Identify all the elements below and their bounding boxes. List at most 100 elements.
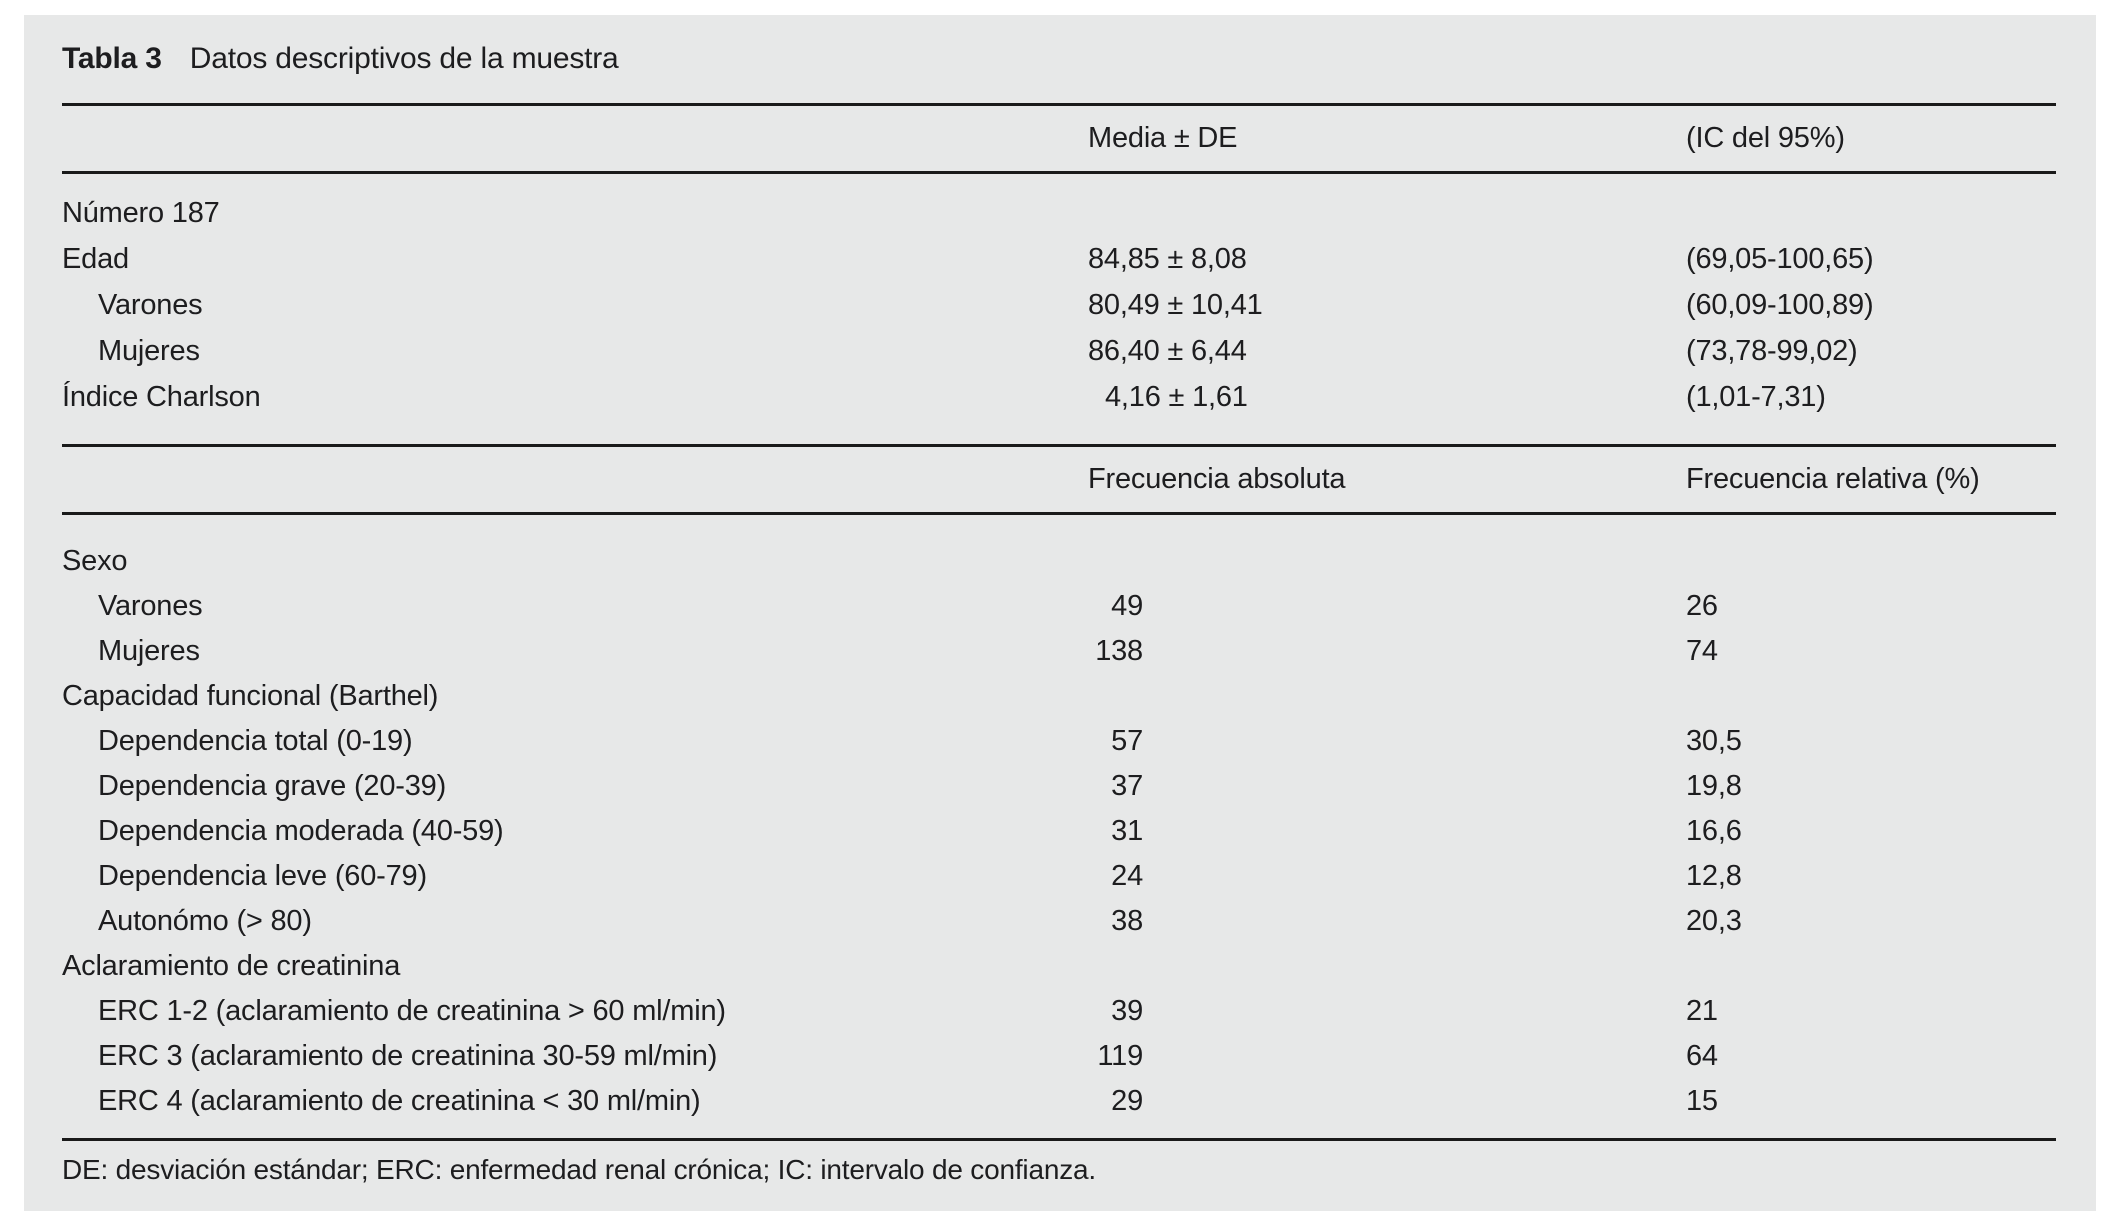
table-row: Varones 80,49 ± 10,41 (60,09-100,89) [62, 282, 2056, 328]
header-spacer [62, 106, 1088, 171]
row-label: Dependencia total (0-19) [98, 725, 413, 757]
row-label: ERC 1-2 (aclaramiento de creatinina > 60… [98, 995, 726, 1027]
row-value-absolute [1088, 539, 1686, 584]
section2-header-row: Frecuencia absoluta Frecuencia relativa … [62, 447, 2056, 512]
row-label: Sexo [62, 545, 128, 577]
row-value-absolute: 57 [1088, 719, 1686, 764]
row-value-relative: 19,8 [1686, 770, 1742, 802]
table-row: Número 187 [62, 190, 2056, 236]
table-row: Edad 84,85 ± 8,08 (69,05-100,65) [62, 236, 2056, 282]
absolute-frequency-value: 119 [1097, 1040, 1143, 1072]
row-value-absolute: 29 [1088, 1079, 1686, 1124]
absolute-frequency-value: 31 [1111, 815, 1143, 847]
row-label: Capacidad funcional (Barthel) [62, 680, 439, 712]
row-value-mean: 86,40 ± 6,44 [1088, 335, 1247, 367]
row-label: Dependencia grave (20-39) [98, 770, 447, 802]
absolute-frequency-value: 37 [1111, 770, 1143, 802]
absolute-frequency-value: 39 [1111, 995, 1143, 1027]
table-row: Capacidad funcional (Barthel) [62, 674, 2056, 719]
table-footnote: DE: desviación estándar; ERC: enfermedad… [62, 1154, 1096, 1185]
header-frecuencia-relativa: Frecuencia relativa (%) [1686, 463, 1980, 495]
row-value-relative [1686, 674, 2056, 719]
row-value-relative: 64 [1686, 1040, 1718, 1072]
row-label: Varones [98, 590, 203, 622]
row-value-absolute [1088, 674, 1686, 719]
horizontal-rule [62, 171, 2056, 174]
row-value-absolute: 31 [1088, 809, 1686, 854]
horizontal-rule [62, 1138, 2056, 1141]
absolute-frequency-value: 38 [1111, 905, 1143, 937]
row-value-absolute: 24 [1088, 854, 1686, 899]
row-value-relative: 30,5 [1686, 725, 1742, 757]
horizontal-rule [62, 512, 2056, 515]
table-row: ERC 1-2 (aclaramiento de creatinina > 60… [62, 989, 2056, 1034]
absolute-frequency-value: 29 [1111, 1085, 1143, 1117]
row-label: ERC 3 (aclaramiento de creatinina 30-59 … [98, 1040, 718, 1072]
row-value-ci [1686, 190, 2056, 236]
row-value-relative: 16,6 [1686, 815, 1742, 847]
table-row: Dependencia total (0-19) 57 30,5 [62, 719, 2056, 764]
row-value-absolute: 49 [1088, 584, 1686, 629]
row-label: ERC 4 (aclaramiento de creatinina < 30 m… [98, 1085, 701, 1117]
table-row: Autonómo (> 80) 38 20,3 [62, 899, 2056, 944]
row-value-relative [1686, 944, 2056, 989]
table-row: Dependencia grave (20-39) 37 19,8 [62, 764, 2056, 809]
header-ic-95: (IC del 95%) [1686, 122, 1845, 154]
row-value-mean [1088, 190, 1686, 236]
horizontal-rule [62, 103, 2056, 106]
row-value-ci: (69,05-100,65) [1686, 243, 1874, 275]
table-row: Mujeres 138 74 [62, 629, 2056, 674]
row-value-relative: 15 [1686, 1085, 1718, 1117]
table-row: ERC 3 (aclaramiento de creatinina 30-59 … [62, 1034, 2056, 1079]
row-value-absolute: 38 [1088, 899, 1686, 944]
row-value-relative: 74 [1686, 635, 1718, 667]
header-frecuencia-absoluta: Frecuencia absoluta [1088, 463, 1346, 495]
row-value-absolute: 39 [1088, 989, 1686, 1034]
table-row: Dependencia moderada (40-59) 31 16,6 [62, 809, 2056, 854]
table-title: Tabla 3 Datos descriptivos de la muestra [62, 15, 2056, 103]
table-row: Sexo [62, 539, 2056, 584]
row-label: Edad [62, 243, 129, 275]
row-value-mean: 80,49 ± 10,41 [1088, 289, 1263, 321]
table-row: Aclaramiento de creatinina [62, 944, 2056, 989]
row-value-absolute: 119 [1088, 1034, 1686, 1079]
row-label: Índice Charlson [62, 381, 261, 413]
row-value-absolute [1088, 944, 1686, 989]
table-number: Tabla 3 [62, 42, 162, 75]
section1-table: Número 187 Edad 84,85 ± 8,08 (69,05-100,65)… [62, 174, 2056, 444]
section1-header-row: Media ± DE (IC del 95%) [62, 106, 2056, 171]
row-value-mean: 4,16 ± 1,61 [1105, 381, 1248, 413]
row-label: Mujeres [98, 635, 200, 667]
absolute-frequency-value: 24 [1111, 860, 1143, 892]
row-value-ci: (1,01-7,31) [1686, 381, 1826, 413]
row-value-relative: 12,8 [1686, 860, 1742, 892]
table-caption: Datos descriptivos de la muestra [189, 42, 619, 75]
row-label: Mujeres [98, 335, 200, 367]
row-value-relative: 20,3 [1686, 905, 1742, 937]
row-value-ci: (73,78-99,02) [1686, 335, 1858, 367]
table-inner: Tabla 3 Datos descriptivos de la muestra … [62, 15, 2056, 1186]
row-label: Dependencia leve (60-79) [98, 860, 427, 892]
table-row: Mujeres 86,40 ± 6,44 (73,78-99,02) [62, 328, 2056, 374]
absolute-frequency-value: 49 [1111, 590, 1143, 622]
table-row: Dependencia leve (60-79) 24 12,8 [62, 854, 2056, 899]
row-value-relative: 21 [1686, 995, 1718, 1027]
section2-table: Sexo Varones 49 26 Mujeres 138 74 Capacidad fun… [62, 515, 2056, 1138]
row-label: Dependencia moderada (40-59) [98, 815, 504, 847]
row-label: Varones [98, 289, 203, 321]
absolute-frequency-value: 57 [1111, 725, 1143, 757]
header-spacer [62, 447, 1088, 512]
table-row: ERC 4 (aclaramiento de creatinina < 30 m… [62, 1079, 2056, 1124]
table-row: Índice Charlson 4,16 ± 1,61 (1,01-7,31) [62, 374, 2056, 420]
row-value-ci: (60,09-100,89) [1686, 289, 1874, 321]
table-panel: Tabla 3 Datos descriptivos de la muestra … [24, 15, 2096, 1211]
header-media-de: Media ± DE [1088, 122, 1238, 154]
row-value-absolute: 138 [1088, 629, 1686, 674]
row-value-absolute: 37 [1088, 764, 1686, 809]
table-row: Varones 49 26 [62, 584, 2056, 629]
absolute-frequency-value: 138 [1095, 635, 1143, 667]
row-value-relative: 26 [1686, 590, 1718, 622]
row-label: Autonómo (> 80) [98, 905, 312, 937]
row-label: Número 187 [62, 197, 220, 229]
